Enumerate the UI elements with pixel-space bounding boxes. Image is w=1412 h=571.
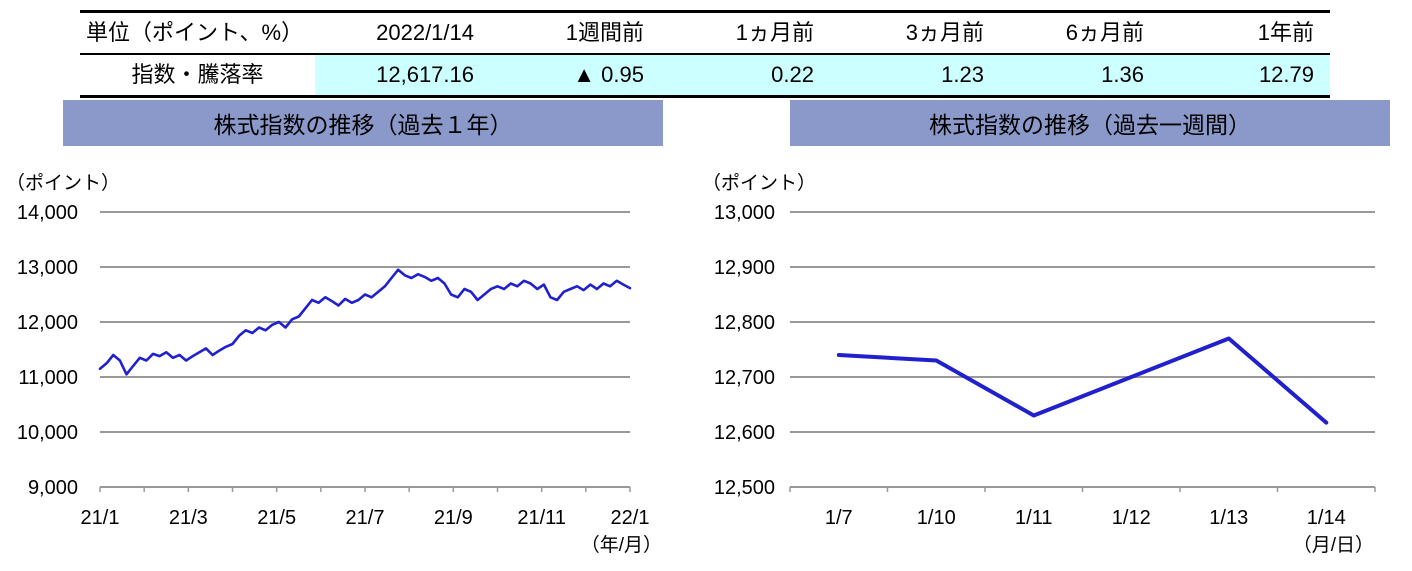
chart-1w: 12,500 12,600 12,700 12,800 12,900 13,000 1/7 1… (700, 165, 1412, 566)
table-header-row: 単位（ポイント、%） 2022/1/14 1週間前 1ヵ月前 3ヵ月前 6ヵ月前… (80, 13, 1330, 55)
chart-1y: 9,000 10,000 11,000 12,000 13,000 14,000 21/1 2… (0, 165, 675, 566)
chart-1y-title: 株式指数の推移（過去１年） (213, 112, 513, 138)
svg-text:1/14: 1/14 (1307, 507, 1346, 529)
chart-1w-title-band: 株式指数の推移（過去一週間） (790, 100, 1390, 146)
svg-text:1/10: 1/10 (917, 507, 956, 529)
header-3months-ago: 3ヵ月前 (905, 20, 984, 45)
svg-text:12,500: 12,500 (714, 477, 775, 499)
value-1year-change: 12.79 (1160, 55, 1330, 95)
svg-text:12,000: 12,000 (17, 312, 78, 334)
chart-1w-svg: 12,500 12,600 12,700 12,800 12,900 13,000 1/7 1… (702, 172, 1376, 556)
header-date: 2022/1/14 (376, 20, 474, 45)
svg-text:21/1: 21/1 (81, 507, 120, 529)
svg-text:1/13: 1/13 (1209, 507, 1248, 529)
value-latest: 12,617.16 (315, 55, 490, 95)
header-1month-ago: 1ヵ月前 (735, 20, 814, 45)
value-1month-change: 0.22 (660, 55, 830, 95)
value-1week-change: ▲ 0.95 (490, 55, 660, 95)
svg-text:（月/日）: （月/日） (1293, 534, 1374, 556)
header-unit: 単位（ポイント、%） (86, 20, 304, 45)
svg-text:12,900: 12,900 (714, 257, 775, 279)
svg-text:14,000: 14,000 (17, 202, 78, 224)
summary-table: 単位（ポイント、%） 2022/1/14 1週間前 1ヵ月前 3ヵ月前 6ヵ月前… (80, 10, 1330, 98)
svg-text:12,700: 12,700 (714, 367, 775, 389)
svg-text:21/3: 21/3 (169, 507, 208, 529)
svg-text:1/12: 1/12 (1112, 507, 1151, 529)
svg-text:（ポイント）: （ポイント） (702, 172, 816, 194)
chart-1y-title-band: 株式指数の推移（過去１年） (63, 100, 663, 146)
svg-text:10,000: 10,000 (17, 422, 78, 444)
svg-text:12,600: 12,600 (714, 422, 775, 444)
svg-text:（年/月）: （年/月） (581, 534, 662, 556)
svg-text:（ポイント）: （ポイント） (6, 172, 120, 194)
svg-text:13,000: 13,000 (17, 257, 78, 279)
header-1year-ago: 1年前 (1257, 20, 1314, 45)
svg-text:22/1: 22/1 (611, 507, 650, 529)
svg-text:21/11: 21/11 (517, 507, 566, 529)
value-3month-change: 1.23 (830, 55, 1000, 95)
chart-1w-title: 株式指数の推移（過去一週間） (929, 112, 1251, 138)
svg-text:21/9: 21/9 (434, 507, 473, 529)
svg-text:1/11: 1/11 (1015, 507, 1052, 529)
svg-text:9,000: 9,000 (28, 477, 78, 499)
svg-text:21/7: 21/7 (346, 507, 385, 529)
value-6month-change: 1.36 (1000, 55, 1160, 95)
row-label-index-change: 指数・騰落率 (131, 62, 264, 87)
table-data-row: 指数・騰落率 12,617.16 ▲ 0.95 0.22 1.23 1.36 1… (80, 55, 1330, 98)
svg-text:12,800: 12,800 (714, 312, 775, 334)
header-6months-ago: 6ヵ月前 (1065, 20, 1144, 45)
header-1week-ago: 1週間前 (565, 20, 644, 45)
chart-1y-svg: 9,000 10,000 11,000 12,000 13,000 14,000 21/1 2… (6, 172, 662, 556)
svg-text:21/5: 21/5 (257, 507, 296, 529)
svg-text:1/7: 1/7 (825, 507, 853, 529)
svg-text:11,000: 11,000 (18, 367, 78, 389)
svg-text:13,000: 13,000 (714, 202, 775, 224)
